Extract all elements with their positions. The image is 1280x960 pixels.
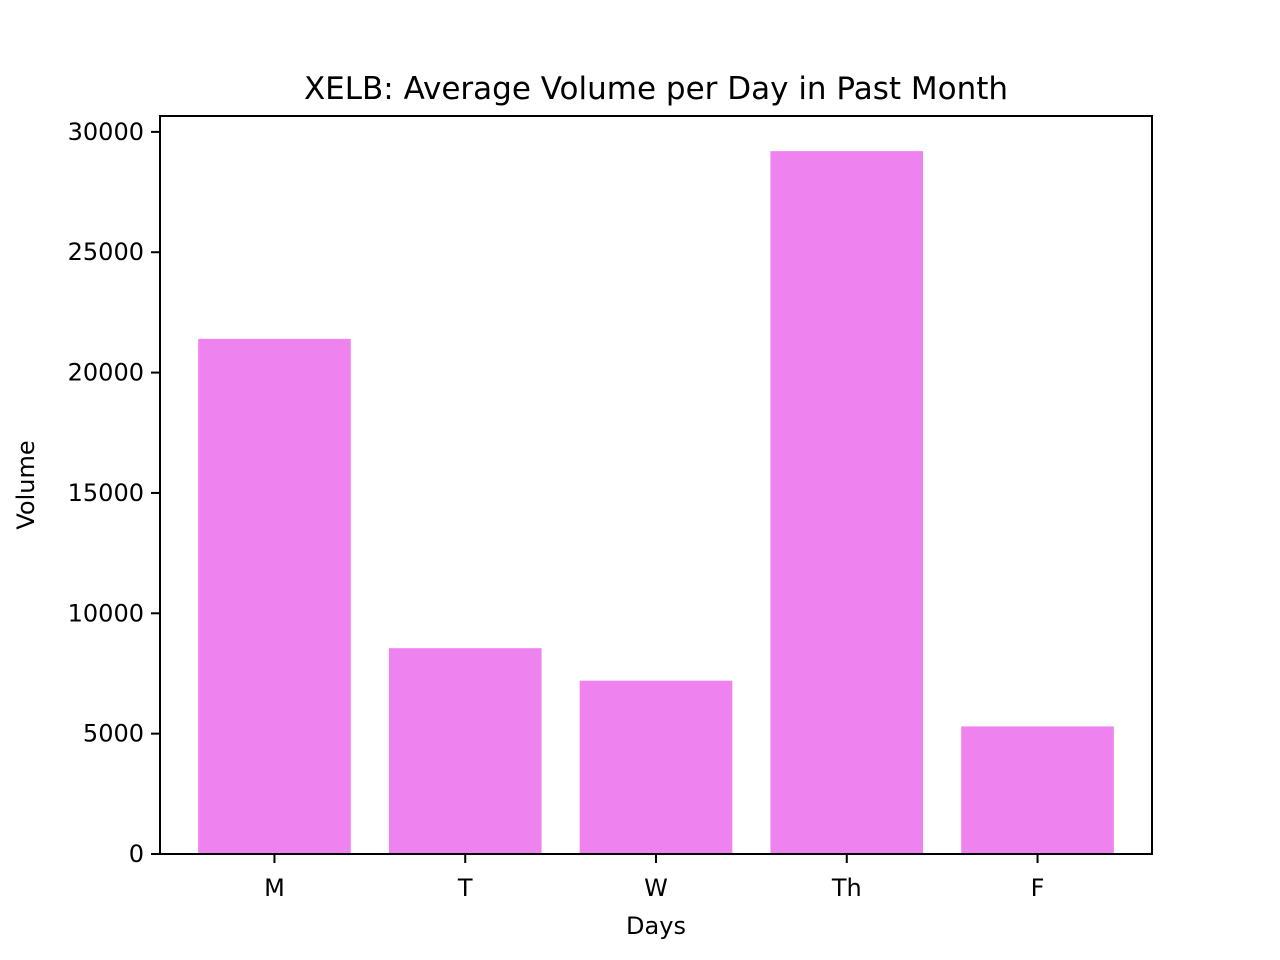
x-tick-label-m: M [264,874,285,902]
bar-m [198,338,351,855]
y-tick-label-20000: 20000 [68,359,144,387]
y-tick-label-25000: 25000 [68,238,144,266]
y-tick-label-15000: 15000 [68,479,144,507]
x-tick-label-f: F [1031,874,1045,902]
chart-title: XELB: Average Volume per Day in Past Mon… [304,71,1008,107]
x-axis-label: Days [626,912,686,940]
y-tick-label-30000: 30000 [68,118,144,146]
bar-f [961,726,1114,854]
y-axis: 0 5000 10000 15000 20000 25000 30000 [68,118,160,868]
x-tick-label-t: T [457,874,473,902]
x-tick-label-w: W [644,874,668,902]
y-axis-label: Volume [12,440,40,529]
y-tick-label-0: 0 [129,840,144,868]
x-tick-label-th: Th [831,874,862,902]
plot-frame [159,115,1153,855]
bars-group [198,151,1114,855]
bar-t [388,648,542,854]
bar-w [579,680,733,854]
y-tick-label-10000: 10000 [68,599,144,627]
bar-th [770,151,924,855]
x-axis: M T W Th F [264,854,1044,902]
y-tick-label-5000: 5000 [83,720,144,748]
